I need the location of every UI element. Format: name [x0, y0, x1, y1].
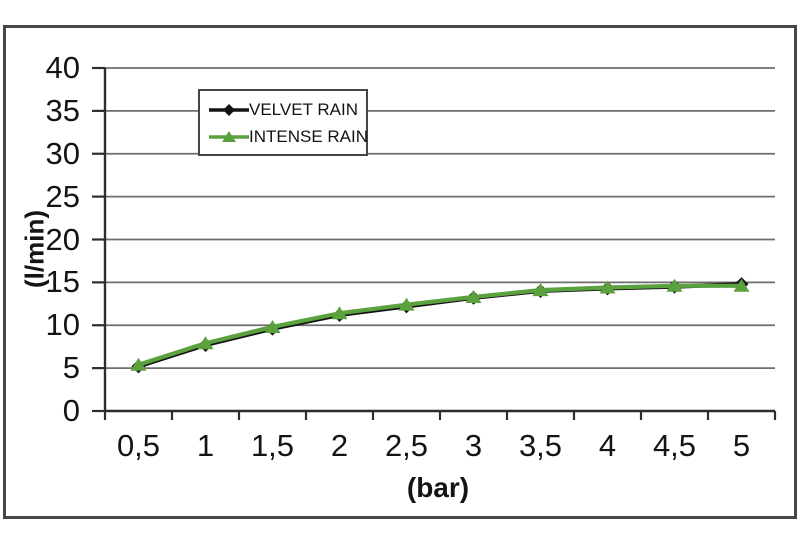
legend-item-intense-rain: INTENSE RAIN — [209, 126, 368, 148]
velvet-rain-line-marker-icon — [209, 104, 249, 116]
y-axis-title: (l/min) — [19, 210, 50, 288]
series-line-intense-rain — [136, 283, 744, 367]
data-point-marker-intense-rain — [733, 278, 750, 292]
y-tick-label: 30 — [45, 135, 80, 171]
x-tick-label: 2,5 — [384, 428, 429, 463]
data-point-marker-intense-rain — [398, 297, 415, 311]
x-tick-label: 2 — [330, 428, 349, 463]
data-point-marker-intense-rain — [599, 280, 616, 294]
legend-swatch-marker — [222, 131, 236, 142]
legend-swatch-marker — [223, 104, 235, 116]
data-point-marker-intense-rain — [666, 278, 683, 292]
data-point-marker-intense-rain — [465, 289, 482, 303]
y-tick-label: 35 — [45, 92, 80, 128]
legend-label-intense-rain: INTENSE RAIN — [249, 127, 369, 146]
legend-label-velvet-rain: VELVET RAIN — [249, 100, 358, 119]
y-tick-label: 25 — [45, 178, 80, 214]
x-tick-label: 1 — [196, 428, 215, 463]
y-tick-label: 5 — [62, 350, 80, 386]
x-tick-label: 4,5 — [652, 428, 697, 463]
y-tick-label: 40 — [45, 50, 80, 85]
intense-rain-line-marker-icon — [209, 131, 249, 142]
x-tick-label: 1,5 — [250, 428, 295, 463]
y-tick-label: 15 — [45, 264, 80, 300]
data-point-marker-intense-rain — [331, 306, 348, 320]
x-tick-label: 3 — [464, 428, 483, 463]
legend-item-velvet-rain: VELVET RAIN — [209, 99, 360, 121]
y-tick-label: 0 — [62, 393, 80, 428]
y-tick-label: 10 — [45, 307, 80, 343]
x-tick-label: 5 — [732, 428, 751, 463]
y-tick-label: 20 — [45, 221, 80, 257]
x-axis-title: (bar) — [406, 472, 470, 503]
x-tick-label: 4 — [598, 428, 617, 463]
legend: VELVET RAIN INTENSE RAIN — [198, 89, 368, 156]
chart-border-frame — [3, 25, 797, 519]
data-point-marker-intense-rain — [197, 336, 214, 350]
x-tick-label: 3,5 — [518, 428, 563, 463]
data-point-marker-intense-rain — [264, 319, 281, 333]
data-point-marker-intense-rain — [532, 283, 549, 297]
data-point-marker-intense-rain — [130, 357, 147, 371]
x-tick-label: 0,5 — [116, 428, 161, 463]
